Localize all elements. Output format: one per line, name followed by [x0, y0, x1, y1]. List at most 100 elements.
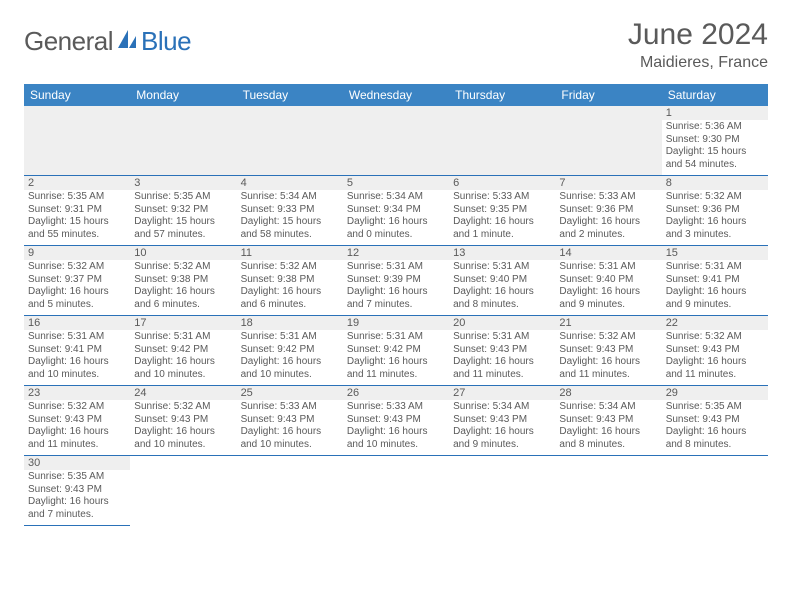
- sunrise-line: Sunrise: 5:33 AM: [241, 401, 339, 414]
- calendar-cell: [237, 456, 343, 526]
- sunrise-line: Sunrise: 5:31 AM: [453, 261, 551, 274]
- sunset-line: Sunset: 9:43 PM: [134, 414, 232, 427]
- weekday-header: Sunday: [24, 84, 130, 106]
- day-number: 11: [237, 246, 343, 260]
- day-details: Sunrise: 5:31 AMSunset: 9:41 PMDaylight:…: [24, 330, 130, 383]
- calendar-week-row: 16Sunrise: 5:31 AMSunset: 9:41 PMDayligh…: [24, 316, 768, 386]
- daylight-line: Daylight: 16 hours and 10 minutes.: [241, 426, 339, 451]
- sunset-line: Sunset: 9:36 PM: [559, 204, 657, 217]
- day-number: 13: [449, 246, 555, 260]
- calendar-cell: 23Sunrise: 5:32 AMSunset: 9:43 PMDayligh…: [24, 386, 130, 456]
- calendar-cell: 6Sunrise: 5:33 AMSunset: 9:35 PMDaylight…: [449, 176, 555, 246]
- calendar-cell: 11Sunrise: 5:32 AMSunset: 9:38 PMDayligh…: [237, 246, 343, 316]
- sunrise-line: Sunrise: 5:35 AM: [134, 191, 232, 204]
- calendar-cell: 18Sunrise: 5:31 AMSunset: 9:42 PMDayligh…: [237, 316, 343, 386]
- calendar-cell: [555, 106, 661, 176]
- sunrise-line: Sunrise: 5:31 AM: [241, 331, 339, 344]
- daylight-line: Daylight: 16 hours and 11 minutes.: [453, 356, 551, 381]
- calendar-cell: 25Sunrise: 5:33 AMSunset: 9:43 PMDayligh…: [237, 386, 343, 456]
- daylight-line: Daylight: 16 hours and 10 minutes.: [347, 426, 445, 451]
- sunrise-line: Sunrise: 5:32 AM: [666, 191, 764, 204]
- sunset-line: Sunset: 9:43 PM: [28, 484, 126, 497]
- daylight-line: Daylight: 16 hours and 8 minutes.: [453, 286, 551, 311]
- day-number: 24: [130, 386, 236, 400]
- sunset-line: Sunset: 9:43 PM: [559, 344, 657, 357]
- calendar-table: SundayMondayTuesdayWednesdayThursdayFrid…: [24, 84, 768, 526]
- weekday-header: Saturday: [662, 84, 768, 106]
- daylight-line: Daylight: 16 hours and 3 minutes.: [666, 216, 764, 241]
- daylight-line: Daylight: 16 hours and 6 minutes.: [241, 286, 339, 311]
- sunrise-line: Sunrise: 5:34 AM: [347, 191, 445, 204]
- sunset-line: Sunset: 9:41 PM: [28, 344, 126, 357]
- sunset-line: Sunset: 9:39 PM: [347, 274, 445, 287]
- day-details: Sunrise: 5:33 AMSunset: 9:43 PMDaylight:…: [343, 400, 449, 453]
- sunset-line: Sunset: 9:42 PM: [241, 344, 339, 357]
- daylight-line: Daylight: 16 hours and 11 minutes.: [559, 356, 657, 381]
- day-details: Sunrise: 5:31 AMSunset: 9:40 PMDaylight:…: [555, 260, 661, 313]
- day-number: 5: [343, 176, 449, 190]
- sunset-line: Sunset: 9:43 PM: [453, 344, 551, 357]
- daylight-line: Daylight: 16 hours and 7 minutes.: [347, 286, 445, 311]
- day-number: 22: [662, 316, 768, 330]
- calendar-cell: 24Sunrise: 5:32 AMSunset: 9:43 PMDayligh…: [130, 386, 236, 456]
- day-number: 21: [555, 316, 661, 330]
- day-details: Sunrise: 5:33 AMSunset: 9:36 PMDaylight:…: [555, 190, 661, 243]
- day-number: 17: [130, 316, 236, 330]
- daylight-line: Daylight: 16 hours and 0 minutes.: [347, 216, 445, 241]
- daylight-line: Daylight: 16 hours and 8 minutes.: [559, 426, 657, 451]
- calendar-cell: [449, 456, 555, 526]
- sunset-line: Sunset: 9:30 PM: [666, 134, 764, 147]
- sunset-line: Sunset: 9:41 PM: [666, 274, 764, 287]
- sunrise-line: Sunrise: 5:33 AM: [347, 401, 445, 414]
- day-number: 10: [130, 246, 236, 260]
- sunrise-line: Sunrise: 5:32 AM: [134, 261, 232, 274]
- calendar-week-row: 30Sunrise: 5:35 AMSunset: 9:43 PMDayligh…: [24, 456, 768, 526]
- sunset-line: Sunset: 9:40 PM: [453, 274, 551, 287]
- day-details: Sunrise: 5:35 AMSunset: 9:32 PMDaylight:…: [130, 190, 236, 243]
- day-number: 15: [662, 246, 768, 260]
- calendar-cell: [662, 456, 768, 526]
- day-details: Sunrise: 5:32 AMSunset: 9:36 PMDaylight:…: [662, 190, 768, 243]
- calendar-week-row: 2Sunrise: 5:35 AMSunset: 9:31 PMDaylight…: [24, 176, 768, 246]
- title-block: June 2024 Maidieres, France: [628, 18, 768, 72]
- daylight-line: Daylight: 15 hours and 54 minutes.: [666, 146, 764, 171]
- day-details: Sunrise: 5:34 AMSunset: 9:33 PMDaylight:…: [237, 190, 343, 243]
- sail-icon: [116, 28, 138, 55]
- daylight-line: Daylight: 16 hours and 11 minutes.: [666, 356, 764, 381]
- day-details: Sunrise: 5:31 AMSunset: 9:41 PMDaylight:…: [662, 260, 768, 313]
- weekday-header: Tuesday: [237, 84, 343, 106]
- daylight-line: Daylight: 16 hours and 10 minutes.: [241, 356, 339, 381]
- sunrise-line: Sunrise: 5:31 AM: [347, 331, 445, 344]
- day-number: 7: [555, 176, 661, 190]
- day-details: Sunrise: 5:32 AMSunset: 9:38 PMDaylight:…: [237, 260, 343, 313]
- calendar-cell: 16Sunrise: 5:31 AMSunset: 9:41 PMDayligh…: [24, 316, 130, 386]
- day-number: 27: [449, 386, 555, 400]
- day-number: 2: [24, 176, 130, 190]
- day-details: Sunrise: 5:32 AMSunset: 9:43 PMDaylight:…: [24, 400, 130, 453]
- sunset-line: Sunset: 9:35 PM: [453, 204, 551, 217]
- sunrise-line: Sunrise: 5:34 AM: [453, 401, 551, 414]
- sunrise-line: Sunrise: 5:32 AM: [28, 401, 126, 414]
- day-number: 9: [24, 246, 130, 260]
- day-details: Sunrise: 5:35 AMSunset: 9:43 PMDaylight:…: [662, 400, 768, 453]
- calendar-cell: 27Sunrise: 5:34 AMSunset: 9:43 PMDayligh…: [449, 386, 555, 456]
- sunrise-line: Sunrise: 5:32 AM: [241, 261, 339, 274]
- day-number: 4: [237, 176, 343, 190]
- sunset-line: Sunset: 9:32 PM: [134, 204, 232, 217]
- day-number: 26: [343, 386, 449, 400]
- day-details: Sunrise: 5:31 AMSunset: 9:42 PMDaylight:…: [130, 330, 236, 383]
- day-number: 29: [662, 386, 768, 400]
- day-number: 30: [24, 456, 130, 470]
- daylight-line: Daylight: 16 hours and 7 minutes.: [28, 496, 126, 521]
- day-details: Sunrise: 5:34 AMSunset: 9:34 PMDaylight:…: [343, 190, 449, 243]
- daylight-line: Daylight: 15 hours and 58 minutes.: [241, 216, 339, 241]
- sunrise-line: Sunrise: 5:31 AM: [559, 261, 657, 274]
- day-number: 19: [343, 316, 449, 330]
- calendar-cell: 2Sunrise: 5:35 AMSunset: 9:31 PMDaylight…: [24, 176, 130, 246]
- calendar-cell: [343, 106, 449, 176]
- calendar-cell: 28Sunrise: 5:34 AMSunset: 9:43 PMDayligh…: [555, 386, 661, 456]
- sunrise-line: Sunrise: 5:35 AM: [28, 191, 126, 204]
- calendar-cell: [130, 106, 236, 176]
- daylight-line: Daylight: 16 hours and 8 minutes.: [666, 426, 764, 451]
- weekday-header: Friday: [555, 84, 661, 106]
